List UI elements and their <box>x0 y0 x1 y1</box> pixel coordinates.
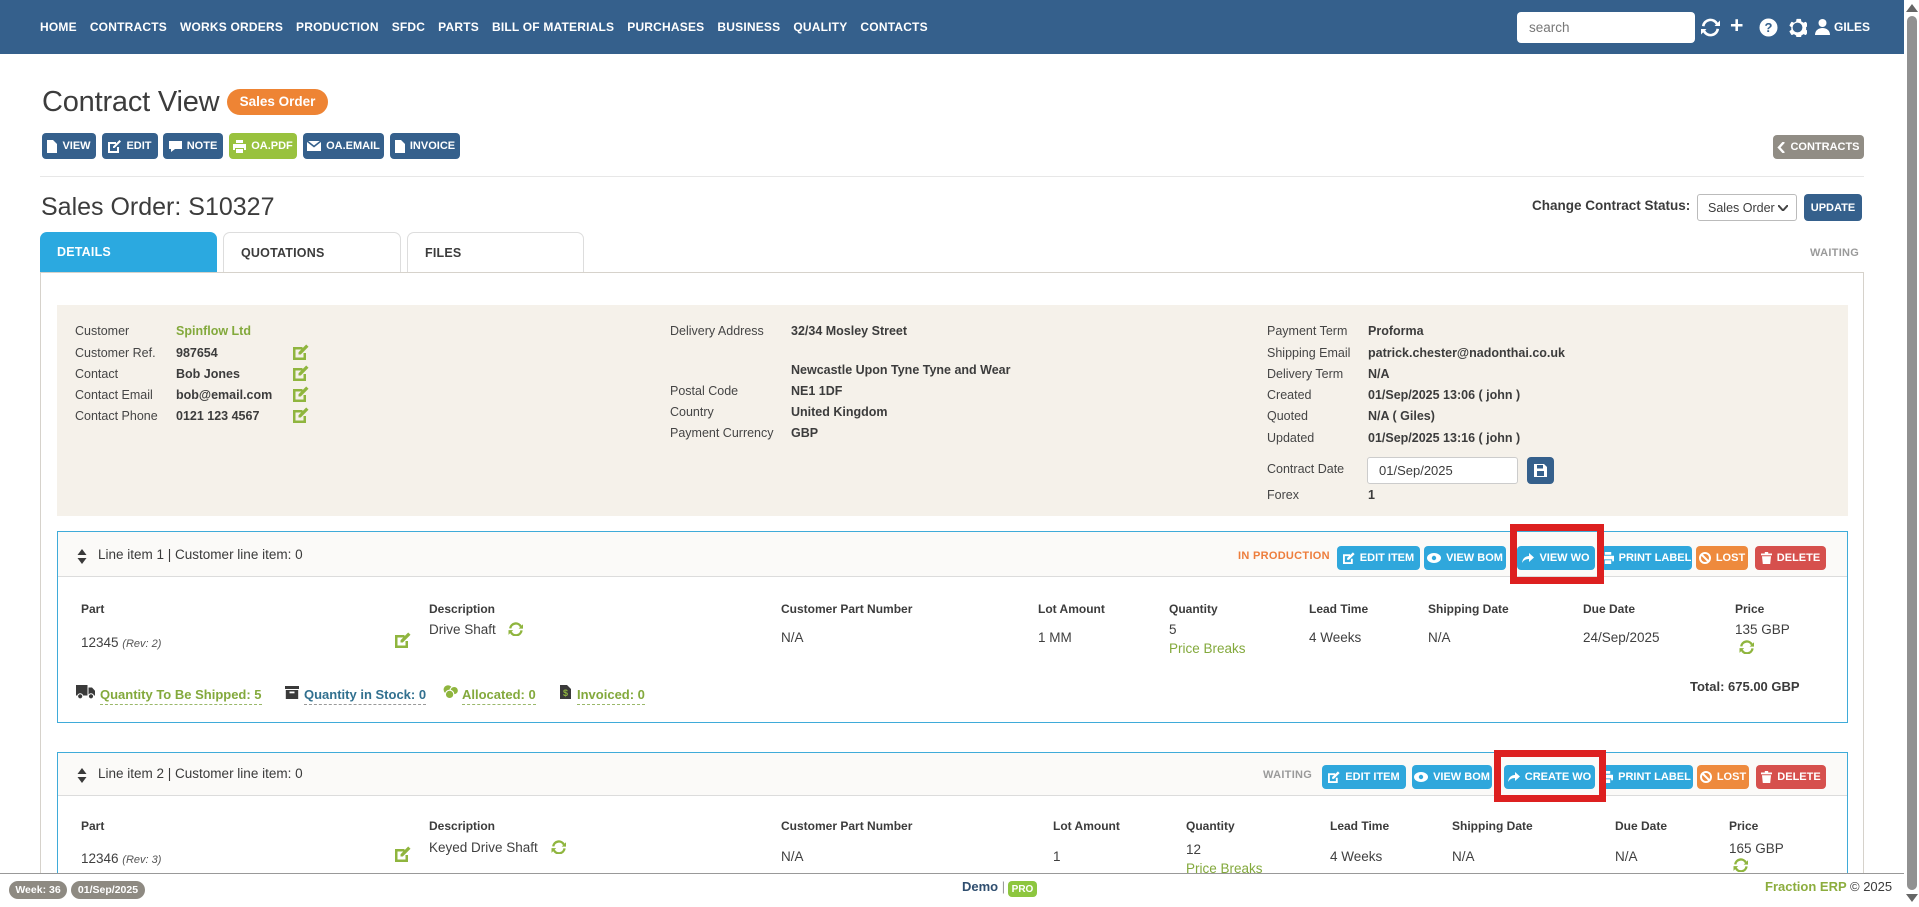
svg-text:?: ? <box>1765 20 1773 35</box>
svg-text:$: $ <box>563 688 568 698</box>
